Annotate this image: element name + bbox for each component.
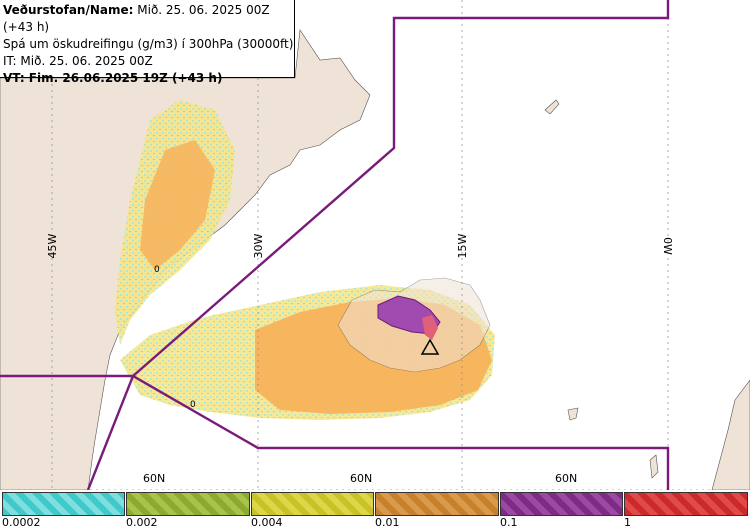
- info-line-issuer: Veðurstofan/Name: Mið. 25. 06. 2025 00Z …: [3, 2, 294, 36]
- issuer-value: Mið. 25. 06. 2025 00Z (+43 h): [3, 3, 270, 34]
- legend-tick-label: 0.01: [375, 516, 400, 529]
- info-line-valid-time: VT: Fim. 26.06.2025 19Z (+43 h): [3, 71, 223, 85]
- legend-swatch-purple: [500, 492, 623, 516]
- lat-label-60n: 60N: [555, 472, 577, 485]
- volcano-icon: [420, 338, 440, 355]
- lon-label-45w: 45W: [46, 233, 59, 258]
- ash-cloud-west-core: [140, 140, 215, 270]
- legend-tick-label: 0.004: [251, 516, 283, 529]
- lon-label-15w: 15W: [456, 233, 469, 258]
- legend-swatch-red: [624, 492, 748, 516]
- ash-map: 0 0 45W 30W 15W 0W 60N 60N 60N: [0, 0, 750, 490]
- lon-label-30w: 30W: [252, 233, 265, 258]
- lon-label-0w: 0W: [661, 237, 674, 255]
- legend-tick-label: 0.0002: [2, 516, 41, 529]
- legend-swatch-yellow: [251, 492, 374, 516]
- island-faroes: [567, 407, 579, 421]
- island-jan-mayen: [544, 99, 560, 115]
- legend-tick-label: 0.002: [126, 516, 158, 529]
- legend-swatch-orange: [375, 492, 499, 516]
- legend-tick-label: 0.1: [500, 516, 518, 529]
- fir-boundaries: [0, 0, 670, 490]
- ash-very-high-concentration: [422, 315, 438, 340]
- lat-label-60n: 60N: [143, 472, 165, 485]
- graticule: [0, 0, 750, 490]
- forecast-info-box: Veðurstofan/Name: Mið. 25. 06. 2025 00Z …: [0, 0, 295, 85]
- norway-coast: [711, 379, 750, 490]
- legend-swatch-cyan: [2, 492, 125, 516]
- shetland: [649, 454, 659, 479]
- color-legend: 0.0002 0.002 0.004 0.01 0.1 1: [0, 490, 750, 532]
- info-line-issue-time: IT: Mið. 25. 06. 2025 00Z: [3, 54, 153, 68]
- contour-label: 0: [190, 400, 196, 410]
- contour-label: 0: [154, 265, 160, 275]
- legend-swatch-olive: [126, 492, 250, 516]
- legend-tick-label: 1: [624, 516, 631, 529]
- issuer-label: Veðurstofan/Name:: [3, 3, 134, 17]
- info-line-product: Spá um öskudreifingu (g/m3) í 300hPa (30…: [3, 37, 294, 51]
- lat-label-60n: 60N: [350, 472, 372, 485]
